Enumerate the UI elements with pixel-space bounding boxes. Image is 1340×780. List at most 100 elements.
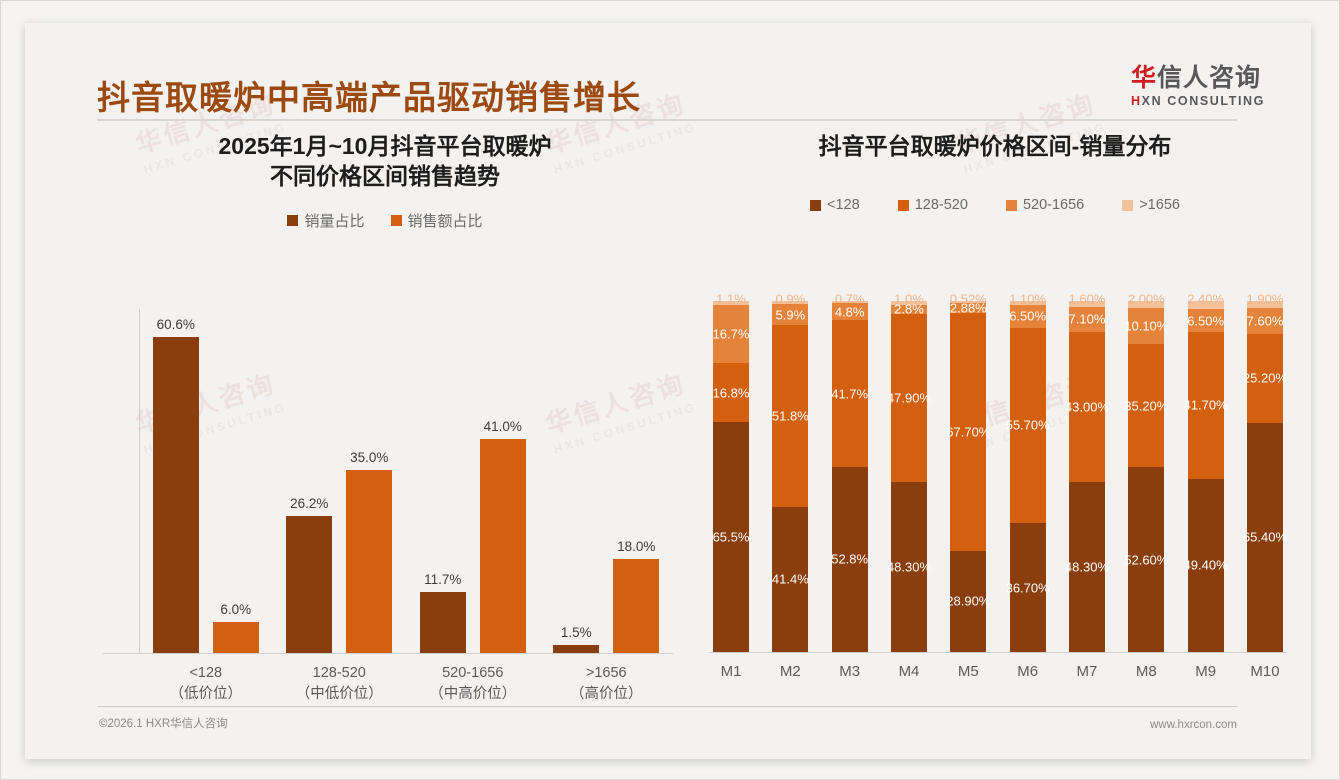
stacked-bar[interactable]: 0.52% 2.88% 67.70% 28.90% [946, 292, 990, 652]
stack-segment[interactable]: 52.60% [1124, 467, 1168, 652]
bar-slot: 1.5% [553, 309, 600, 653]
right-chart-legend: <128 128-520 520-1656 >1656 [695, 197, 1295, 213]
x-tick-label: M3 [839, 663, 861, 680]
stack-segment[interactable]: 65.5% [713, 422, 749, 652]
stack-segment[interactable]: 5.9% [772, 304, 809, 325]
stack-segment[interactable]: 2.40% [1187, 292, 1224, 310]
stacked-bar[interactable]: 1.1% 16.7% 16.8% 65.5% [713, 291, 749, 652]
stack-segment[interactable]: 1.0% [890, 292, 927, 307]
stack-segment[interactable]: 6.50% [1187, 309, 1224, 333]
legend-item-520-1656[interactable]: 520-1656 [1005, 197, 1085, 214]
stack-segment-label: 7.10% [1068, 311, 1106, 327]
bar[interactable]: 26.2% [286, 496, 333, 653]
stacked-bar[interactable]: 1.0% 2.8% 47.90% 48.30% [887, 292, 931, 652]
stacked-bar[interactable]: 1.60% 7.10% 43.00% 48.30% [1065, 292, 1109, 652]
stack-segment[interactable]: 0.7% [831, 292, 868, 307]
stack-segment[interactable]: 67.70% [946, 312, 990, 551]
stack-segment[interactable]: 51.8% [772, 324, 809, 507]
bar[interactable]: 11.7% [419, 572, 466, 653]
stack-segment[interactable]: 16.7% [713, 304, 749, 364]
logo-cn-grey: 信人咨询 [1157, 64, 1262, 92]
stack-segment[interactable]: 43.00% [1065, 331, 1109, 483]
x-tick-sub: （低价位） [169, 686, 243, 703]
stack-segment[interactable]: 35.20% [1124, 343, 1168, 468]
stack-segment[interactable]: 52.8% [831, 466, 868, 652]
stacked-bar[interactable]: 2.00% 10.10% 35.20% 52.60% [1124, 292, 1168, 652]
x-tick-main: 520-1656 [442, 665, 504, 681]
stacked-bar[interactable]: 0.9% 5.9% 51.8% 41.4% [772, 292, 809, 652]
stack-segment[interactable]: 4.8% [831, 303, 868, 321]
stack-segment[interactable]: 41.70% [1184, 332, 1228, 479]
bar[interactable]: 6.0% [212, 602, 259, 653]
bar-group: 60.6% 6.0% [152, 309, 259, 653]
stacked-bar[interactable]: 0.7% 4.8% 41.7% 52.8% [831, 292, 869, 652]
logo-en-grey: XN CONSULTING [1141, 94, 1265, 109]
stack-segment[interactable]: 55.70% [1006, 327, 1050, 524]
legend-item-under-128[interactable]: <128 [810, 197, 860, 213]
stack-segment[interactable]: 16.8% [713, 363, 749, 423]
stack-segment[interactable]: 0.9% [772, 292, 809, 307]
x-axis-line [103, 653, 673, 654]
bar-slot: 35.0% [346, 309, 393, 653]
bar-slot: 18.0% [613, 309, 660, 653]
legend-item-128-520[interactable]: 128-520 [897, 197, 968, 214]
bar[interactable]: 1.5% [553, 625, 600, 653]
x-tick-label: 520-1656 （中高价位） [418, 663, 528, 705]
stack-segment[interactable]: 48.30% [1065, 482, 1109, 652]
stack-segment[interactable]: 7.10% [1068, 306, 1106, 332]
left-chart-panel: 2025年1月~10月抖音平台取暖炉 不同价格区间销售趋势 销量占比 销售额占比… [85, 131, 685, 711]
stack-segment[interactable]: 6.50% [1009, 304, 1047, 328]
stack-segment[interactable]: 47.90% [887, 314, 931, 483]
stack-segment[interactable]: 25.20% [1243, 334, 1287, 423]
stack-segment-label: 4.8% [834, 304, 865, 320]
stack-segment[interactable]: 7.60% [1247, 307, 1283, 335]
stack-segment-label: 1.10% [1009, 291, 1047, 307]
stack-segment[interactable]: 10.10% [1124, 308, 1168, 344]
stack-segment[interactable]: 2.88% [950, 300, 987, 315]
stacked-bar[interactable]: 2.40% 6.50% 41.70% 49.40% [1184, 292, 1228, 652]
x-tick-label: M1 [720, 663, 742, 680]
stack-segment[interactable]: 41.7% [831, 320, 869, 467]
x-tick-label: M4 [898, 663, 920, 680]
stack-segment[interactable]: 2.00% [1128, 292, 1165, 309]
bar[interactable]: 60.6% [152, 317, 199, 653]
company-logo: 华信人咨询 HXN CONSULTING [1131, 65, 1265, 108]
stack-segment[interactable]: 1.90% [1247, 292, 1283, 308]
legend-label: <128 [827, 197, 860, 214]
footer-website[interactable]: www.hxrcon.com [1150, 719, 1237, 731]
stack-segment-label: 41.70% [1183, 397, 1228, 413]
legend-item-sales-volume[interactable]: 销量占比 [287, 210, 365, 231]
stack-segment-label: 1.0% [894, 291, 924, 307]
stack-segment-label: 1.60% [1068, 291, 1106, 307]
stack-segment[interactable]: 48.30% [887, 482, 931, 652]
legend-swatch-icon [1122, 199, 1134, 211]
stack-segment[interactable]: 0.52% [950, 292, 987, 307]
stack-segment[interactable]: 36.70% [1006, 523, 1050, 652]
bar[interactable]: 41.0% [479, 419, 526, 653]
stack-segment-label: 6.50% [1009, 308, 1047, 324]
stack-segment[interactable]: 41.4% [772, 506, 809, 652]
legend-item-over-1656[interactable]: >1656 [1122, 197, 1180, 213]
stack-segment-label: 55.70% [1005, 417, 1050, 433]
bar-group: 11.7% 41.0% [419, 309, 526, 653]
bar[interactable]: 35.0% [346, 450, 393, 653]
stack-segment[interactable]: 2.8% [890, 302, 927, 317]
x-tick-label: >1656 （高价位） [551, 663, 661, 705]
stack-segment-label: 41.7% [831, 386, 869, 401]
legend-item-sales-amount[interactable]: 销售额占比 [390, 210, 483, 231]
stack-segment[interactable]: 49.40% [1184, 478, 1228, 652]
stack-segment[interactable]: 28.90% [946, 550, 990, 652]
stacked-bar[interactable]: 1.90% 7.60% 25.20% 65.40% [1243, 292, 1287, 652]
bar-value-label: 35.0% [350, 450, 389, 466]
stack-segment[interactable]: 1.1% [713, 291, 749, 306]
stacked-bar[interactable]: 1.10% 6.50% 55.70% 36.70% [1006, 292, 1050, 652]
stack-segment[interactable]: 1.60% [1069, 292, 1105, 307]
stack-segment-label: 35.20% [1124, 398, 1169, 414]
legend-label: 128-520 [914, 197, 968, 214]
stack-segment[interactable]: 1.10% [1009, 292, 1046, 307]
stack-segment[interactable]: 65.40% [1243, 422, 1287, 652]
legend-label: 520-1656 [1022, 197, 1085, 214]
logo-cn-red: 华 [1131, 64, 1158, 92]
x-tick-label: M5 [957, 663, 979, 680]
bar[interactable]: 18.0% [613, 539, 660, 653]
